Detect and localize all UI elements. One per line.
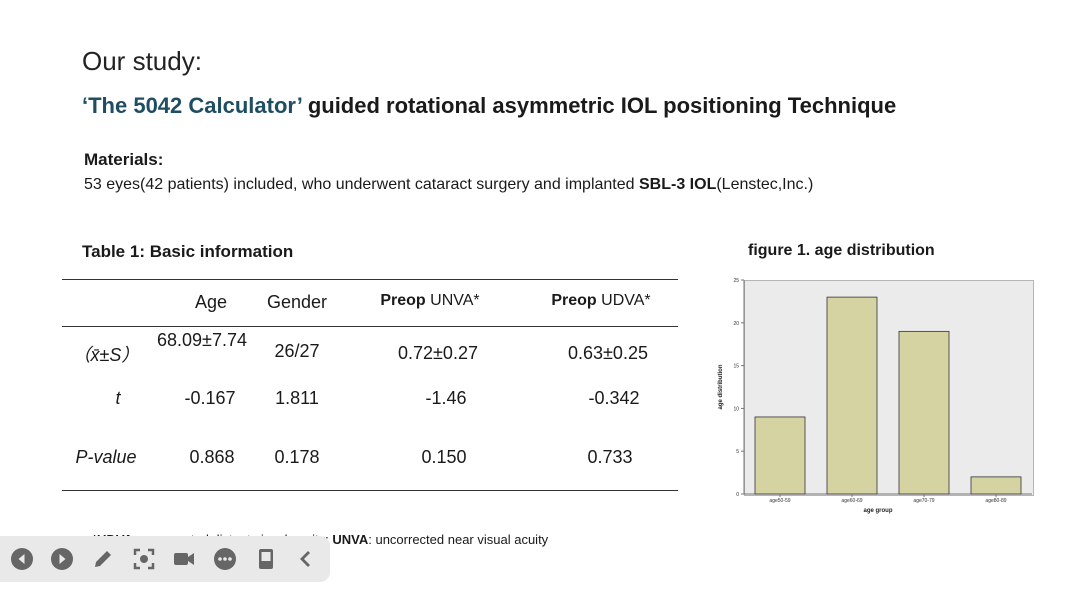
cell-gender-t: 1.811 [275, 388, 319, 408]
y-tick-label: 10 [733, 406, 739, 412]
cell-udva-p: 0.733 [587, 447, 633, 467]
y-tick-label: 5 [736, 449, 739, 455]
table-bottom-rule [62, 490, 678, 491]
cell-age-mean: 68.09±7.74 [157, 330, 247, 350]
device-icon[interactable] [254, 547, 278, 571]
x-tick-label: age60-69 [841, 498, 862, 504]
row-label-t: t [115, 388, 121, 408]
y-tick-label: 0 [736, 492, 739, 498]
chart-plot-area [744, 280, 1034, 496]
header-udva-bold: Preop [551, 292, 597, 309]
cell-gender-p: 0.178 [274, 447, 320, 467]
presentation-toolbar [0, 536, 330, 582]
cell-unva-mean: 0.72±0.27 [398, 343, 478, 363]
age-distribution-chart: 0 5 10 15 20 25 age50-59 age60-69 age70-79 age80-… [718, 278, 1032, 514]
title-accent: ‘The 5042 Calculator’ [82, 93, 302, 118]
y-axis-label: age distribution [718, 364, 724, 409]
header-age: Age [194, 292, 228, 312]
next-icon[interactable] [50, 547, 74, 571]
bar [754, 416, 806, 495]
bar [826, 296, 878, 495]
materials-text: 53 eyes(42 patients) included, who under… [84, 176, 813, 194]
x-tick-label: age50-59 [769, 498, 790, 504]
pen-icon[interactable] [91, 547, 115, 571]
cell-unva-p: 0.150 [421, 447, 467, 467]
figure-caption: figure 1. age distribution [748, 242, 935, 259]
header-unva-bold: Preop [380, 292, 426, 309]
header-udva: Preop UDVA* [536, 292, 666, 310]
row-label-mean-sd: （x̄±S） [72, 345, 140, 365]
x-axis-label: age group [863, 508, 892, 514]
header-unva: Preop UNVA* [366, 292, 494, 310]
footnote-unva-text: : uncorrected near visual acuity [368, 532, 549, 547]
y-tick-label: 15 [733, 364, 739, 370]
x-tick-label: age70-79 [913, 498, 934, 504]
materials-pre: 53 eyes(42 patients) included, who under… [84, 176, 639, 193]
table-header-rule [62, 326, 678, 327]
header-unva-rest: UNVA* [425, 292, 480, 309]
y-tick-label: 20 [733, 321, 739, 327]
previous-icon[interactable] [10, 547, 34, 571]
materials-label: Materials: [84, 150, 164, 169]
more-icon[interactable] [213, 547, 237, 571]
row-label-p-value: P-value [75, 447, 137, 467]
table-top-rule [62, 279, 678, 280]
table-caption: Table 1: Basic information [82, 242, 294, 261]
materials-bold: SBL-3 IOL [639, 176, 717, 193]
screenshot-icon[interactable] [132, 547, 156, 571]
materials-post: (Lenstec,Inc.) [716, 176, 814, 193]
x-tick-label: age80-89 [985, 498, 1006, 504]
cell-udva-t: -0.342 [588, 388, 640, 408]
collapse-icon[interactable] [294, 547, 318, 571]
bar [970, 476, 1022, 495]
title-rest: guided rotational asymmetric IOL positio… [301, 93, 897, 118]
header-udva-rest: UDVA* [596, 292, 651, 309]
footnote-unva-term: UNVA [332, 532, 369, 547]
cell-gender-ratio: 26/27 [274, 341, 320, 361]
slide-title: ‘The 5042 Calculator’ guided rotational … [82, 93, 896, 119]
header-gender: Gender [266, 292, 328, 312]
cell-udva-mean: 0.63±0.25 [568, 343, 648, 363]
y-tick-label: 25 [733, 278, 739, 284]
cell-unva-t: -1.46 [425, 388, 467, 408]
bar [898, 330, 950, 495]
cell-age-t: -0.167 [184, 388, 236, 408]
camera-icon[interactable] [172, 547, 196, 571]
slide-heading: Our study: [82, 46, 202, 76]
cell-age-p: 0.868 [189, 447, 235, 467]
